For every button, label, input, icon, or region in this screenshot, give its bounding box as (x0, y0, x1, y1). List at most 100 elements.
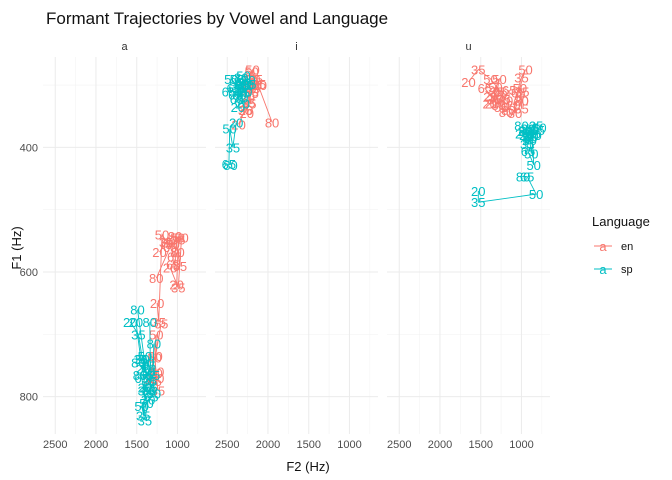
point-label-sp: 80 (130, 302, 144, 317)
point-label-sp: 35 (520, 137, 534, 152)
point-label-en: 65 (478, 81, 492, 96)
point-label-en: 80 (170, 245, 184, 260)
trajectory-line-en (490, 85, 507, 112)
point-label-sp: 35 (134, 352, 148, 367)
point-label-sp: 50 (230, 72, 244, 87)
point-label-sp: 35 (131, 327, 145, 342)
trajectory-line-en (247, 69, 260, 98)
point-label-en: 35 (514, 71, 528, 86)
point-label-sp: 20 (515, 127, 529, 142)
point-label-sp: 65 (222, 84, 236, 99)
point-label-en: 80 (253, 78, 267, 93)
point-label-sp: 80 (516, 170, 530, 185)
point-label-sp: 20 (235, 97, 249, 112)
trajectory-line-en (484, 77, 501, 106)
point-label-en: 35 (151, 315, 165, 330)
legend-label-sp: sp (621, 264, 633, 276)
point-label-sp: 35 (232, 81, 246, 96)
trajectory-line-sp (477, 176, 537, 203)
point-label-en: 50 (174, 231, 188, 246)
point-label-sp: 35 (471, 195, 485, 210)
x-tick-label: 2000 (428, 439, 452, 451)
trajectory-line-en (512, 69, 526, 114)
point-label-en: 35 (242, 97, 256, 112)
x-tick-label: 1000 (509, 439, 533, 451)
x-tick-label: 1000 (337, 439, 361, 451)
point-label-en: 20 (483, 89, 497, 104)
point-label-en: 65 (514, 102, 528, 117)
point-label-sp: 50 (532, 120, 546, 135)
trajectory-line-sp (233, 74, 250, 92)
point-label-en: 65 (252, 77, 266, 92)
point-label-sp: 35 (138, 413, 152, 428)
point-label-en: 20 (169, 277, 183, 292)
x-tick-label: 2500 (43, 439, 67, 451)
point-label-sp: 50 (522, 133, 536, 148)
legend-key-sp: a (594, 262, 612, 277)
point-label-sp: 50 (529, 187, 543, 202)
point-label-en: 35 (487, 92, 501, 107)
point-label-en: 65 (154, 317, 168, 332)
point-label-en: 35 (151, 383, 165, 398)
point-label-en: 50 (492, 72, 506, 87)
point-label-sp: 50 (134, 399, 148, 414)
point-label-en: 65 (244, 86, 258, 101)
point-label-sp: 20 (518, 124, 532, 139)
point-label-en: 80 (265, 115, 279, 130)
point-label-en: 35 (171, 281, 185, 296)
point-label-sp: 35 (226, 140, 240, 155)
point-label-sp: 50 (138, 349, 152, 364)
point-label-en: 80 (508, 106, 522, 121)
point-label-en: 35 (471, 62, 485, 77)
point-label-sp: 80 (527, 128, 541, 143)
point-label-sp: 80 (232, 87, 246, 102)
point-label-sp: 80 (133, 368, 147, 383)
x-axis-title: F2 (Hz) (286, 459, 329, 474)
point-label-sp: 80 (147, 337, 161, 352)
point-label-en: 35 (159, 235, 173, 250)
point-label-sp: 65 (144, 390, 158, 405)
trajectory-line-sp (135, 321, 150, 367)
point-label-en: 80 (242, 81, 256, 96)
point-label-sp: 65 (143, 380, 157, 395)
trajectory-line-sp (236, 77, 245, 104)
point-label-sp: 20 (471, 184, 485, 199)
trajectory-line-en (169, 235, 182, 288)
trajectory-line-sp (142, 321, 152, 391)
legend-key-glyph: a (599, 262, 607, 277)
point-label-sp: 80 (518, 124, 532, 139)
point-label-en: 20 (482, 97, 496, 112)
trajectory-line-sp (521, 127, 540, 146)
x-tick-label: 1500 (468, 439, 492, 451)
point-label-en: 35 (246, 81, 260, 96)
point-label-sp: 20 (123, 315, 137, 330)
point-label-en: 80 (149, 271, 163, 286)
point-label-en: 35 (238, 103, 252, 118)
point-label-sp: 65 (520, 170, 534, 185)
point-label-en: 50 (149, 327, 163, 342)
chart-title: Formant Trajectories by Vowel and Langua… (46, 9, 388, 28)
point-label-sp: 80 (143, 315, 157, 330)
point-label-sp: 50 (237, 76, 251, 91)
trajectory-line-sp (521, 125, 535, 154)
point-label-en: 65 (173, 259, 187, 274)
point-label-en: 50 (165, 237, 179, 252)
point-label-sp: 80 (131, 355, 145, 370)
point-label-sp: 80 (240, 78, 254, 93)
point-label-en: 65 (249, 72, 263, 87)
trajectory-line-en (154, 323, 162, 391)
x-tick-label: 2500 (387, 439, 411, 451)
point-label-en: 80 (168, 229, 182, 244)
x-tick-label: 2000 (84, 439, 108, 451)
point-label-en: 50 (488, 80, 502, 95)
legend: Language a en a sp (592, 214, 650, 277)
point-label-sp: 20 (141, 393, 155, 408)
point-label-en: 80 (491, 98, 505, 113)
point-label-en: 65 (166, 258, 180, 273)
point-label-en: 20 (239, 103, 253, 118)
trajectory-line-en (519, 86, 523, 109)
